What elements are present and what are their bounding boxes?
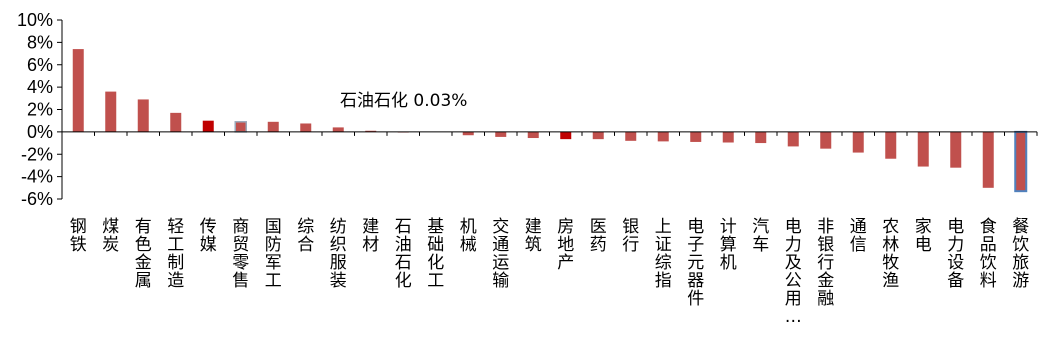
bar — [300, 123, 312, 132]
bar — [72, 49, 84, 132]
y-tick-label: 6% — [27, 55, 53, 75]
bar — [202, 120, 214, 132]
x-tick-label: 非银行金融 — [817, 217, 834, 309]
bar — [690, 131, 702, 142]
x-tick-label: 商贸零售 — [232, 217, 249, 291]
bar — [982, 131, 994, 188]
bar — [787, 131, 799, 147]
x-tick-label: 煤炭 — [102, 217, 119, 255]
y-tick-label: 10% — [17, 10, 53, 30]
x-tick-label: 上证综指 — [655, 217, 672, 291]
x-tick-labels: 钢铁煤炭有色金属轻工制造传媒商贸零售国防军工综合纺织服装建材石油石化基础化工机械… — [70, 217, 1030, 327]
bar — [105, 91, 117, 132]
bar — [722, 131, 734, 143]
x-tick-label: 基础化工 — [427, 217, 444, 291]
bar — [885, 131, 897, 159]
y-tick-label: -6% — [21, 189, 53, 209]
y-tick-label: -4% — [21, 167, 53, 187]
bar — [1014, 130, 1028, 193]
bar — [365, 130, 377, 132]
x-axis — [61, 131, 1038, 136]
bar — [852, 131, 864, 153]
x-tick-label: 医药 — [590, 217, 607, 255]
x-tick-label: 钢铁 — [70, 217, 87, 255]
x-tick-label: 通信 — [850, 217, 867, 255]
bar — [755, 131, 767, 144]
x-tick-label: 综合 — [297, 217, 314, 255]
x-tick-label: 房地产 — [557, 217, 574, 273]
bar — [950, 131, 962, 168]
y-tick-label: 0% — [27, 122, 53, 142]
y-tick-label: 8% — [27, 32, 53, 52]
bar — [137, 99, 149, 132]
x-tick-label: 传媒 — [200, 217, 217, 255]
bar — [332, 127, 344, 132]
bar — [234, 121, 247, 133]
x-tick-label: 食品饮料 — [980, 217, 997, 291]
x-tick-label: 银行 — [622, 217, 639, 255]
bar — [917, 131, 929, 167]
x-tick-label: 石油石化 — [395, 217, 412, 291]
y-tick-label: 2% — [27, 100, 53, 120]
x-tick-label: 汽车 — [752, 217, 769, 255]
x-tick-label: 国防军工 — [265, 217, 282, 291]
bar — [462, 131, 474, 136]
x-tick-label: 家电 — [915, 217, 932, 255]
x-tick-label: 机械 — [460, 217, 477, 255]
y-axis: 10%8% 6%4% 2%0%-2% -4%-6% — [17, 10, 63, 209]
x-tick-label: 农林牧渔 — [882, 217, 899, 291]
bar — [820, 131, 832, 149]
bars — [72, 49, 1028, 193]
x-tick-label: 轻工制造 — [167, 217, 184, 291]
x-tick-label: 电力及公用… — [785, 217, 802, 327]
x-tick-label: 餐饮旅游 — [1012, 217, 1029, 291]
bar — [267, 121, 279, 132]
x-tick-label: 交通运输 — [492, 217, 509, 291]
bar — [170, 112, 182, 132]
bar — [527, 131, 539, 139]
bar — [495, 131, 507, 137]
x-tick-label: 建筑 — [525, 217, 542, 255]
x-tick-label: 计算机 — [720, 217, 737, 273]
x-tick-label: 建材 — [362, 217, 379, 255]
x-tick-label: 纺织服装 — [330, 217, 347, 291]
y-tick-label: -2% — [21, 144, 53, 164]
bar — [625, 131, 637, 141]
bar — [560, 131, 572, 140]
bar — [657, 131, 669, 142]
y-tick-label: 4% — [27, 77, 53, 97]
x-tick-label: 电力设备 — [947, 217, 964, 291]
bar — [592, 131, 604, 140]
annotation-label: 石油石化 0.03% — [340, 91, 467, 111]
x-tick-label: 有色金属 — [135, 217, 152, 291]
x-tick-label: 电子元器件 — [687, 217, 704, 309]
